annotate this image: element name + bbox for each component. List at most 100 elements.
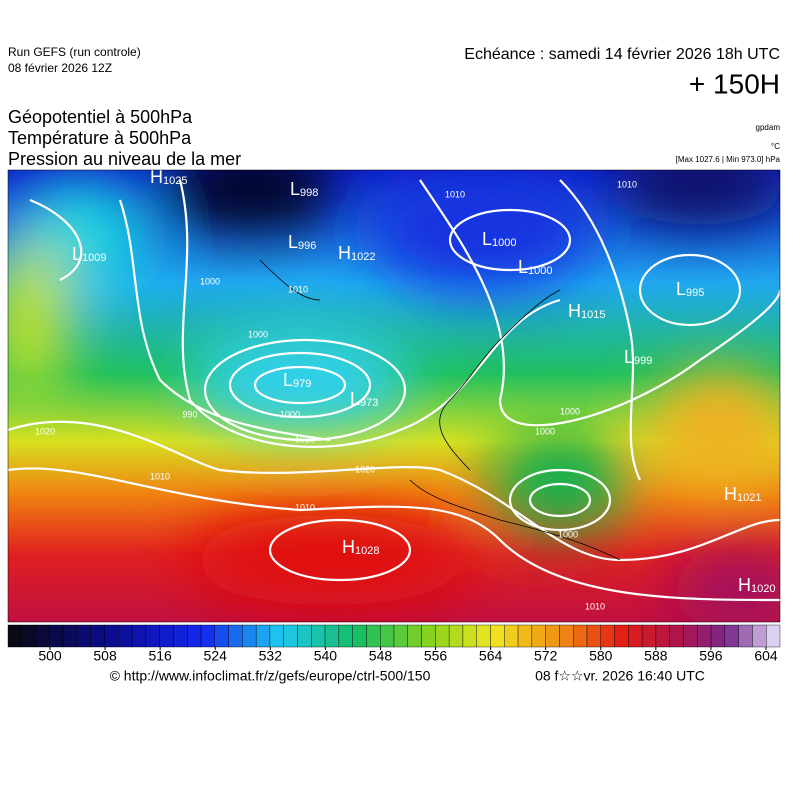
- colorbar-tick-label: 516: [148, 648, 172, 664]
- unit-label: °C: [771, 142, 780, 151]
- center-letter: L: [482, 229, 492, 249]
- colorbar-tick-label: 548: [369, 648, 393, 664]
- colorbar-cell: [62, 624, 78, 648]
- colorbar-cell: [7, 624, 22, 648]
- colorbar-cell: [255, 624, 271, 648]
- center-value: 998: [300, 187, 318, 199]
- center-letter: L: [518, 257, 528, 277]
- colorbar-cell: [586, 624, 601, 648]
- center-letter: H: [724, 484, 737, 504]
- pressure-center: H1015: [568, 301, 605, 321]
- colorbar-cell: [531, 624, 546, 648]
- isobar-label: 1000: [200, 276, 220, 286]
- lead-time: + 150H: [689, 68, 780, 99]
- pressure-center: H1020: [738, 575, 775, 595]
- center-value: 995: [686, 287, 704, 299]
- colorbar-cell: [669, 624, 684, 648]
- colorbar-tick-label: 524: [204, 648, 228, 664]
- pressure-center: L998: [290, 179, 318, 199]
- colorbar-cell: [352, 624, 367, 648]
- colorbar-cell: [738, 624, 753, 648]
- unit-label: gpdam: [756, 123, 781, 132]
- center-value: 1000: [528, 265, 552, 277]
- center-value: 1020: [751, 583, 775, 595]
- field-label: Géopotentiel à 500hPa: [8, 107, 193, 127]
- center-value: 999: [634, 355, 652, 367]
- colorbar-tick-label: 564: [479, 648, 503, 664]
- colorbar-cell: [187, 624, 202, 648]
- colorbar-cell: [228, 624, 243, 648]
- colorbar-cell: [338, 624, 353, 648]
- center-value: 1000: [492, 237, 516, 249]
- colorbar-tick-label: 604: [754, 648, 778, 664]
- colorbar-cell: [600, 624, 615, 648]
- colorbar-tick-label: 540: [314, 648, 338, 664]
- pressure-center: L1009: [72, 244, 107, 264]
- colorbar-tick-label: 596: [699, 648, 723, 664]
- colorbar-cell: [710, 624, 726, 648]
- colorbar-tick-label: 580: [589, 648, 613, 664]
- isobar-label: 1010: [295, 434, 315, 444]
- isobar-label: 1010: [288, 284, 308, 294]
- generated-time: 08 f☆☆vr. 2026 16:40 UTC: [535, 668, 705, 684]
- colorbar-cell: [655, 624, 670, 648]
- center-letter: L: [288, 232, 298, 252]
- colorbar-cell: [104, 624, 119, 648]
- center-letter: H: [338, 243, 351, 263]
- colorbar-cell: [435, 624, 450, 648]
- colorbar-cell: [297, 624, 312, 648]
- colorbar-cell: [573, 624, 588, 648]
- center-letter: L: [72, 244, 82, 264]
- isobar-label: 1010: [295, 502, 315, 512]
- pressure-center: H1028: [342, 537, 379, 557]
- isobars: [8, 179, 780, 602]
- pressure-center: L979: [283, 370, 311, 390]
- isobar-label: 1010: [150, 471, 170, 481]
- field-label: Température à 500hPa: [8, 128, 192, 148]
- pressure-center: L973: [350, 389, 378, 409]
- colorbar-cell: [283, 624, 298, 648]
- colorbar-tick-label: 532: [259, 648, 283, 664]
- colorbar-cell: [724, 624, 739, 648]
- colorbar-cell: [641, 624, 657, 648]
- colorbar-cell: [393, 624, 408, 648]
- colorbar-tick-label: 556: [424, 648, 448, 664]
- colorbar-cell: [159, 624, 174, 648]
- run-date: 08 février 2026 12Z: [8, 61, 112, 75]
- colorbar-tick-label: 588: [644, 648, 668, 664]
- center-letter: H: [738, 575, 751, 595]
- colorbar-tick-label: 500: [38, 648, 62, 664]
- colorbar-cell: [545, 624, 560, 648]
- colorbar-cell: [517, 624, 533, 648]
- isobar-label: 1010: [585, 601, 605, 611]
- center-letter: L: [350, 389, 360, 409]
- colorbar-cell: [421, 624, 436, 648]
- colorbar-cell: [311, 624, 326, 648]
- colorbar-cell: [118, 624, 133, 648]
- colorbar-cell: [407, 624, 422, 648]
- colorbar-cell: [476, 624, 491, 648]
- colorbar-cell: [131, 624, 147, 648]
- isobar-label: 1000: [535, 426, 555, 436]
- field-label: Pression au niveau de la mer: [8, 149, 241, 169]
- isobar-label: 1020: [355, 464, 375, 474]
- colorbar-cell: [462, 624, 477, 648]
- center-letter: L: [283, 370, 293, 390]
- colorbar-cell: [324, 624, 340, 648]
- pressure-center: H1021: [724, 484, 761, 504]
- center-letter: L: [676, 279, 686, 299]
- colorbar-cell: [242, 624, 257, 648]
- center-value: 1028: [355, 545, 379, 557]
- center-value: 1015: [581, 309, 605, 321]
- colorbar-cell: [214, 624, 229, 648]
- isobar-label: 990: [182, 409, 197, 419]
- isobar-label: 1000: [558, 529, 578, 539]
- colorbar-cell: [173, 624, 188, 648]
- colorbar-cell: [200, 624, 215, 648]
- pressure-center: L995: [676, 279, 704, 299]
- pressure-center: L999: [624, 347, 652, 367]
- unit-label: [Max 1027.6 | Min 973.0] hPa: [676, 155, 781, 164]
- valid-time: Echéance : samedi 14 février 2026 18h UT…: [464, 46, 780, 63]
